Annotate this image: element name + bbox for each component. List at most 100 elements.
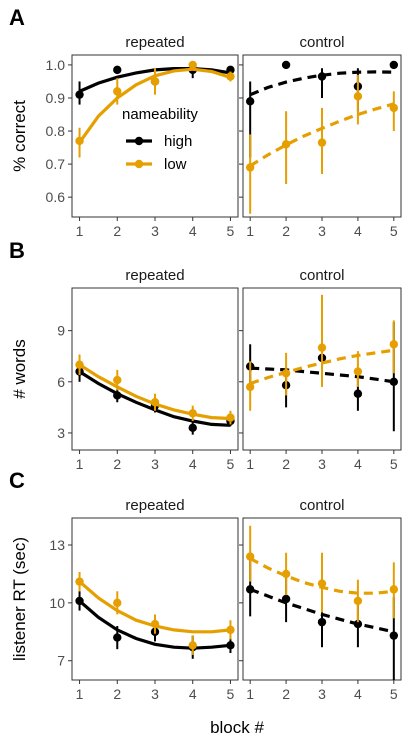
x-tick-label: 4 xyxy=(354,223,362,239)
x-tick-label: 4 xyxy=(189,223,197,239)
x-tick-label: 1 xyxy=(246,223,254,239)
x-tick-label: 2 xyxy=(113,686,121,702)
y-tick-label: 0.7 xyxy=(46,156,66,172)
y-axis-title: % correct xyxy=(10,100,29,172)
facet-strip-label: control xyxy=(299,34,344,51)
fit-line-low xyxy=(249,348,395,386)
x-tick-label: 1 xyxy=(246,456,254,472)
data-point xyxy=(245,585,255,594)
facet-control: control 1 2 3 4 5 xyxy=(239,267,402,472)
legend-key-point-low xyxy=(134,159,144,169)
data-point xyxy=(226,641,235,650)
x-tick-label: 5 xyxy=(390,456,398,472)
legend-key-point-high xyxy=(134,136,144,146)
data-point xyxy=(245,97,255,106)
data-point xyxy=(226,413,235,422)
data-point xyxy=(113,633,122,642)
y-tick-label: 3 xyxy=(57,425,65,441)
data-point xyxy=(389,340,399,349)
x-tick-label: 5 xyxy=(227,456,235,472)
x-tick-label: 5 xyxy=(227,223,235,239)
fit-line-high xyxy=(78,599,231,650)
data-point xyxy=(75,360,84,369)
y-tick-label: 0.6 xyxy=(46,189,66,205)
data-point xyxy=(226,65,235,75)
x-tick-label: 3 xyxy=(151,223,159,239)
facet-strip-label: repeated xyxy=(125,497,184,514)
data-point xyxy=(150,619,160,629)
data-point xyxy=(75,577,84,586)
x-tick-label: 4 xyxy=(189,686,197,702)
facet-repeated: repeated 7 10 13 1 2 3 4 5 xyxy=(49,497,239,702)
y-axis-title: listener RT (sec) xyxy=(10,537,29,661)
facet-data xyxy=(75,60,235,158)
x-axis-title: block # xyxy=(210,718,264,737)
data-point xyxy=(113,391,122,400)
facet-data xyxy=(75,354,235,435)
data-point xyxy=(389,377,399,386)
data-point xyxy=(353,389,363,398)
y-axis-title: # words xyxy=(10,339,29,399)
data-point xyxy=(113,87,122,96)
data-point xyxy=(75,90,84,99)
legend: nameability high low xyxy=(122,106,198,173)
fit-line-high xyxy=(249,70,394,97)
y-tick-label: 0.8 xyxy=(46,123,66,139)
data-point xyxy=(317,579,327,588)
series-low xyxy=(245,294,399,411)
data-point xyxy=(245,552,255,561)
x-tick-label: 4 xyxy=(354,686,362,702)
data-point xyxy=(113,65,122,75)
facet-data xyxy=(75,572,235,659)
x-tick-label: 3 xyxy=(151,456,159,472)
x-tick-label: 4 xyxy=(354,456,362,472)
data-point xyxy=(150,398,160,407)
data-point xyxy=(317,617,327,627)
series-low xyxy=(75,60,235,158)
x-tick-label: 3 xyxy=(318,223,326,239)
data-point xyxy=(389,60,399,70)
y-tick-label: 13 xyxy=(49,537,65,553)
data-point xyxy=(188,60,197,70)
facet-strip-label: repeated xyxy=(125,267,184,284)
y-tick-label: 1.0 xyxy=(46,57,66,73)
data-point xyxy=(281,569,291,579)
data-point xyxy=(75,136,84,146)
x-tick-label: 2 xyxy=(282,686,290,702)
x-tick-label: 3 xyxy=(151,686,159,702)
y-tick-label: 9 xyxy=(57,323,65,339)
data-point xyxy=(113,598,122,608)
series-low xyxy=(75,572,235,655)
data-point xyxy=(281,594,291,604)
x-tick-label: 5 xyxy=(390,223,398,239)
data-point xyxy=(113,375,122,385)
x-tick-label: 2 xyxy=(282,456,290,472)
data-point xyxy=(317,138,327,147)
x-tick-label: 2 xyxy=(113,456,121,472)
legend-title: nameability xyxy=(122,106,198,123)
facet-strip-label: control xyxy=(299,267,344,284)
y-tick-label: 7 xyxy=(57,653,65,669)
data-point xyxy=(353,367,363,376)
x-tick-label: 1 xyxy=(246,686,254,702)
data-point xyxy=(75,596,84,606)
series-low xyxy=(75,354,235,425)
data-point xyxy=(188,409,197,418)
data-point xyxy=(226,625,235,635)
series-low xyxy=(245,74,399,214)
x-tick-label: 5 xyxy=(390,686,398,702)
x-tick-label: 2 xyxy=(113,223,121,239)
x-tick-label: 1 xyxy=(76,223,84,239)
data-point xyxy=(150,77,160,86)
facet-data xyxy=(245,60,399,214)
legend-label-low: low xyxy=(164,156,187,173)
data-point xyxy=(245,382,255,392)
data-point xyxy=(188,423,197,433)
x-tick-label: 2 xyxy=(282,223,290,239)
data-point xyxy=(281,369,291,378)
